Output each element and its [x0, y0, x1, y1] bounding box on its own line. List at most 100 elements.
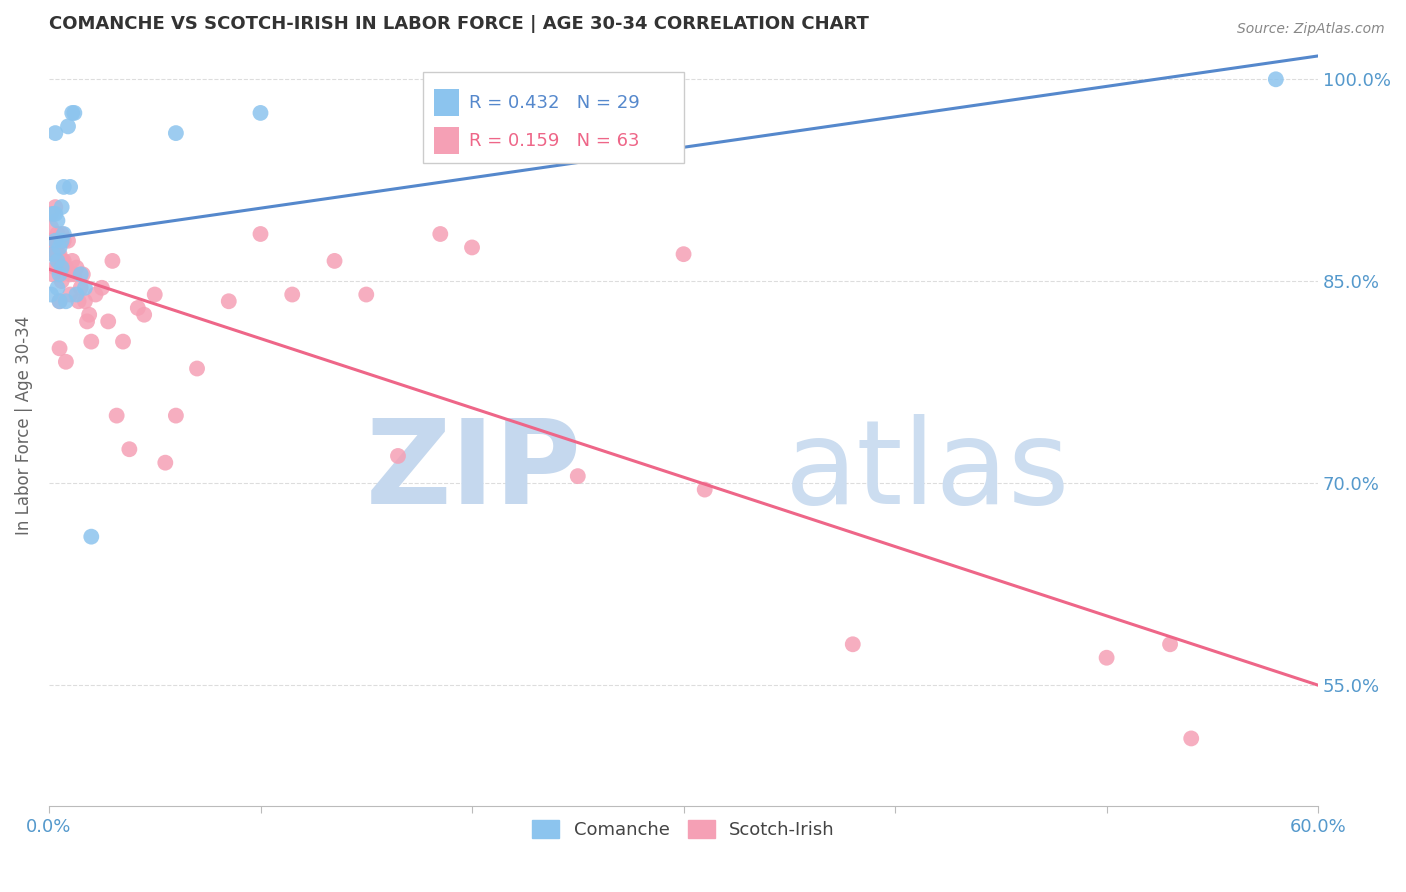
Point: [127, 301, 149, 315]
Point: [249, 106, 271, 120]
Point: [51, 274, 73, 288]
Point: [44, 240, 66, 254]
Point: [48, 342, 70, 356]
Point: [186, 361, 208, 376]
FancyBboxPatch shape: [433, 127, 458, 154]
Point: [165, 409, 187, 423]
Point: [76, 314, 98, 328]
Point: [48, 294, 70, 309]
Text: atlas: atlas: [785, 414, 1070, 529]
Point: [672, 247, 695, 261]
Point: [55, 260, 77, 275]
Point: [461, 240, 484, 254]
Point: [60, 106, 83, 120]
Point: [51, 234, 73, 248]
Point: [84, 287, 107, 301]
Point: [63, 106, 86, 120]
Point: [48, 247, 70, 261]
Point: [51, 200, 73, 214]
Point: [55, 294, 77, 309]
Point: [65, 260, 87, 275]
Point: [39, 287, 62, 301]
Point: [51, 227, 73, 241]
Text: R = 0.432   N = 29: R = 0.432 N = 29: [470, 94, 640, 112]
Point: [56, 120, 79, 134]
Point: [42, 234, 65, 248]
Point: [1264, 72, 1286, 87]
Point: [218, 294, 240, 309]
Point: [59, 268, 82, 282]
Point: [51, 253, 73, 268]
Point: [567, 469, 589, 483]
Point: [42, 247, 65, 261]
Point: [281, 287, 304, 301]
Point: [111, 334, 134, 349]
Point: [155, 456, 177, 470]
Point: [73, 281, 96, 295]
Point: [77, 308, 100, 322]
Point: [42, 247, 65, 261]
Point: [97, 314, 120, 328]
Point: [48, 240, 70, 254]
Point: [46, 281, 69, 295]
Point: [80, 334, 103, 349]
FancyBboxPatch shape: [423, 72, 683, 163]
Text: R = 0.159   N = 63: R = 0.159 N = 63: [470, 132, 640, 150]
Point: [73, 294, 96, 309]
Text: COMANCHE VS SCOTCH-IRISH IN LABOR FORCE | AGE 30-34 CORRELATION CHART: COMANCHE VS SCOTCH-IRISH IN LABOR FORCE …: [49, 15, 869, 33]
Point: [1180, 731, 1202, 746]
Point: [59, 287, 82, 301]
Point: [46, 260, 69, 275]
Point: [51, 260, 73, 275]
Point: [46, 247, 69, 261]
Point: [39, 234, 62, 248]
Point: [69, 268, 91, 282]
Point: [134, 308, 156, 322]
Point: [101, 253, 124, 268]
Point: [56, 234, 79, 248]
Point: [52, 180, 75, 194]
Point: [59, 180, 82, 194]
Point: [67, 294, 90, 309]
Point: [46, 227, 69, 241]
Point: [63, 268, 86, 282]
Point: [52, 227, 75, 241]
Point: [1095, 650, 1118, 665]
Text: ZIP: ZIP: [366, 414, 582, 529]
Point: [429, 227, 451, 241]
Point: [842, 637, 865, 651]
Point: [65, 287, 87, 301]
Point: [39, 207, 62, 221]
Point: [44, 234, 66, 248]
Point: [1159, 637, 1181, 651]
Point: [118, 442, 141, 457]
Point: [52, 253, 75, 268]
Point: [44, 126, 66, 140]
Point: [42, 207, 65, 221]
Point: [42, 268, 65, 282]
Point: [105, 409, 128, 423]
Point: [46, 213, 69, 227]
Point: [249, 227, 271, 241]
Point: [44, 207, 66, 221]
FancyBboxPatch shape: [433, 89, 458, 116]
Point: [52, 234, 75, 248]
Point: [323, 253, 346, 268]
Y-axis label: In Labor Force | Age 30-34: In Labor Force | Age 30-34: [15, 316, 32, 535]
Point: [72, 268, 94, 282]
Point: [143, 287, 166, 301]
Point: [356, 287, 378, 301]
Point: [693, 483, 716, 497]
Point: [44, 260, 66, 275]
Point: [55, 355, 77, 369]
Point: [60, 253, 83, 268]
Point: [165, 126, 187, 140]
Point: [69, 281, 91, 295]
Text: Source: ZipAtlas.com: Source: ZipAtlas.com: [1237, 22, 1385, 37]
Point: [80, 530, 103, 544]
Point: [46, 253, 69, 268]
Point: [44, 200, 66, 214]
Point: [48, 294, 70, 309]
Point: [39, 220, 62, 235]
Point: [387, 449, 409, 463]
